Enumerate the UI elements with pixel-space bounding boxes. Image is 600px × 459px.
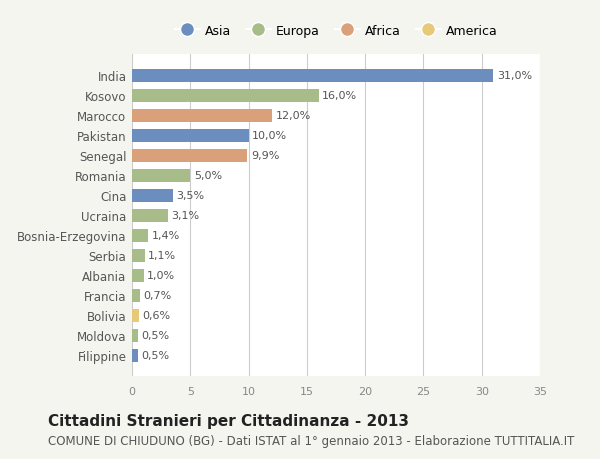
Text: COMUNE DI CHIUDUNO (BG) - Dati ISTAT al 1° gennaio 2013 - Elaborazione TUTTITALI: COMUNE DI CHIUDUNO (BG) - Dati ISTAT al … bbox=[48, 434, 574, 447]
Bar bbox=[132, 129, 248, 142]
Text: 9,9%: 9,9% bbox=[251, 151, 279, 161]
Bar bbox=[132, 329, 138, 342]
Bar bbox=[132, 309, 139, 322]
Text: Cittadini Stranieri per Cittadinanza - 2013: Cittadini Stranieri per Cittadinanza - 2… bbox=[48, 413, 409, 428]
Text: 3,1%: 3,1% bbox=[172, 211, 200, 221]
Text: 0,7%: 0,7% bbox=[143, 291, 172, 301]
Bar bbox=[132, 90, 319, 102]
Text: 16,0%: 16,0% bbox=[322, 91, 357, 101]
Bar bbox=[132, 150, 247, 162]
Bar bbox=[132, 289, 140, 302]
Text: 1,0%: 1,0% bbox=[147, 270, 175, 280]
Text: 0,6%: 0,6% bbox=[142, 310, 170, 320]
Bar bbox=[132, 229, 148, 242]
Bar bbox=[132, 189, 173, 202]
Text: 0,5%: 0,5% bbox=[142, 330, 169, 340]
Bar bbox=[132, 249, 145, 262]
Text: 10,0%: 10,0% bbox=[252, 131, 287, 141]
Legend: Asia, Europa, Africa, America: Asia, Europa, Africa, America bbox=[170, 20, 502, 43]
Text: 1,1%: 1,1% bbox=[148, 251, 176, 261]
Bar bbox=[132, 110, 272, 123]
Text: 1,4%: 1,4% bbox=[152, 231, 180, 241]
Bar bbox=[132, 70, 493, 83]
Bar bbox=[132, 349, 138, 362]
Text: 0,5%: 0,5% bbox=[142, 350, 169, 360]
Bar bbox=[132, 169, 190, 182]
Bar bbox=[132, 269, 143, 282]
Text: 5,0%: 5,0% bbox=[194, 171, 222, 181]
Text: 31,0%: 31,0% bbox=[497, 71, 532, 81]
Text: 3,5%: 3,5% bbox=[176, 191, 205, 201]
Bar bbox=[132, 209, 168, 222]
Text: 12,0%: 12,0% bbox=[275, 111, 311, 121]
